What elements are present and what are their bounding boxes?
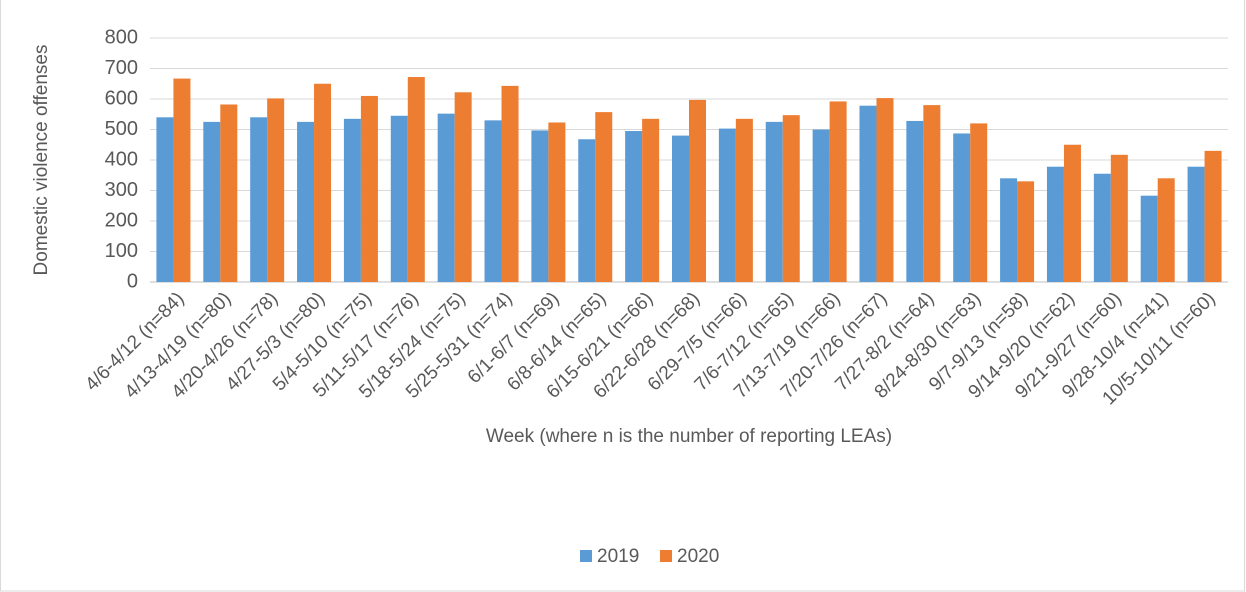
bar — [454, 92, 472, 282]
y-tick-label: 200 — [105, 209, 138, 231]
bar — [765, 121, 783, 282]
bar — [203, 121, 221, 282]
bar — [1187, 166, 1205, 282]
bar — [953, 133, 971, 282]
bar — [735, 118, 753, 282]
bar — [812, 129, 830, 282]
bar — [548, 122, 566, 282]
bar — [1046, 166, 1064, 282]
y-tick-label: 400 — [105, 148, 138, 170]
legend-swatch — [660, 550, 672, 562]
bar — [672, 135, 689, 282]
bar — [437, 113, 455, 282]
bar — [970, 123, 988, 283]
bar — [782, 115, 800, 282]
bar — [859, 105, 877, 283]
y-tick-label: 300 — [105, 179, 138, 201]
y-tick-label: 700 — [105, 57, 138, 79]
bar — [1140, 195, 1158, 282]
bar — [501, 85, 519, 282]
bar — [718, 128, 736, 282]
y-tick-label: 600 — [105, 87, 138, 109]
bar — [1110, 154, 1128, 282]
x-axis-label: Week (where n is the number of reporting… — [486, 426, 892, 447]
bar — [625, 131, 643, 282]
bar — [1063, 144, 1081, 282]
bar — [1093, 173, 1111, 282]
bar — [250, 117, 268, 282]
bar — [1204, 150, 1222, 282]
bar — [360, 95, 378, 282]
bar — [642, 118, 660, 282]
bar — [484, 120, 502, 282]
bar — [578, 139, 596, 282]
y-tick-label: 100 — [105, 240, 138, 262]
bar — [689, 99, 706, 282]
legend-swatch — [580, 550, 592, 562]
y-tick-label: 800 — [105, 26, 138, 48]
bar — [1157, 178, 1175, 282]
legend-label: 2019 — [597, 546, 639, 567]
bar — [297, 121, 315, 282]
bar — [1000, 178, 1018, 282]
bar — [407, 77, 425, 282]
bar — [595, 112, 613, 283]
legend-label: 2020 — [677, 546, 719, 567]
bar — [173, 78, 191, 282]
y-tick-label: 0 — [127, 270, 138, 292]
y-tick-label: 500 — [105, 118, 138, 140]
bar — [531, 130, 549, 282]
bar — [906, 120, 924, 283]
bar — [390, 115, 408, 283]
bar — [267, 98, 285, 282]
bar — [343, 118, 361, 282]
y-axis-label: Domestic violence offenses — [31, 45, 52, 276]
bar — [923, 105, 941, 282]
bar — [829, 101, 847, 282]
bar — [220, 104, 238, 283]
bar — [1017, 181, 1035, 282]
bar — [156, 117, 174, 282]
bar — [314, 83, 332, 282]
bar — [876, 98, 894, 283]
